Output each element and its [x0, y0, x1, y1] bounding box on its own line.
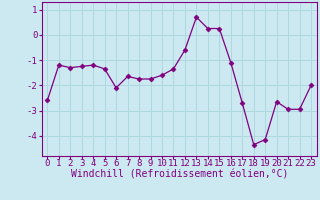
- X-axis label: Windchill (Refroidissement éolien,°C): Windchill (Refroidissement éolien,°C): [70, 170, 288, 180]
